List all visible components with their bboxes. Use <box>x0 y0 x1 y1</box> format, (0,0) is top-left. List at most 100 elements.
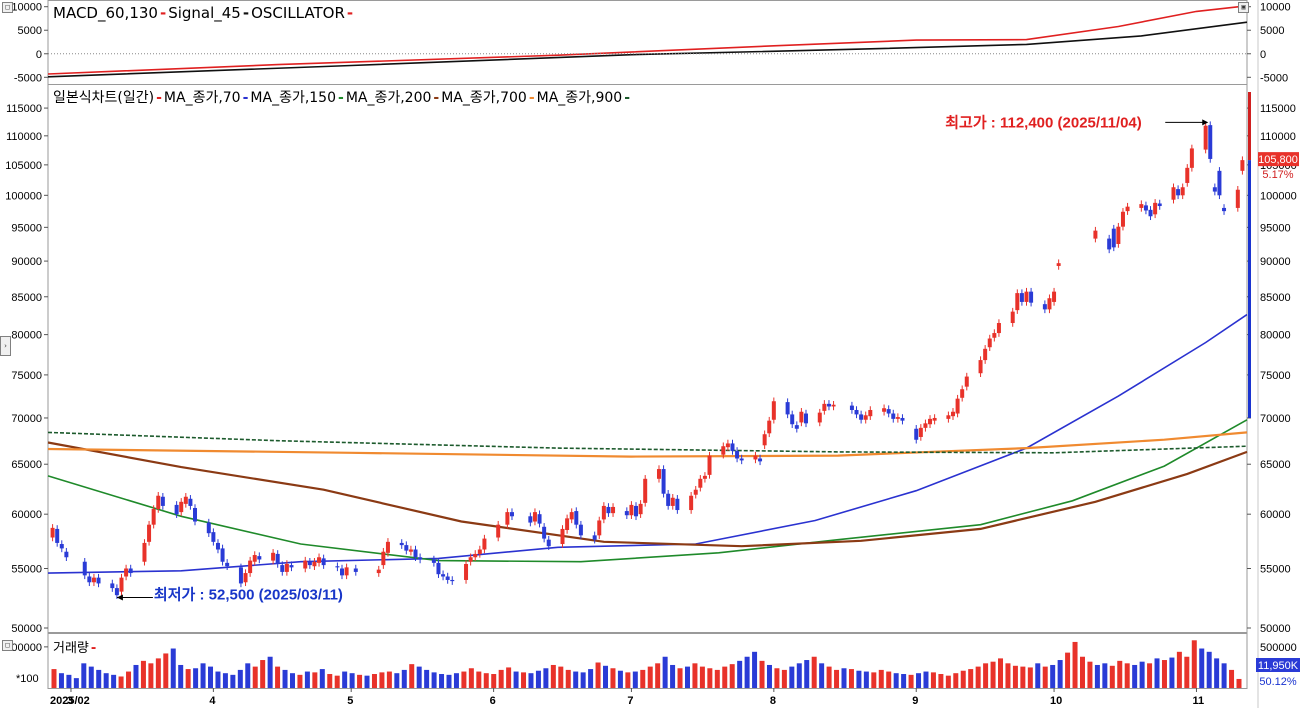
candle <box>996 319 1001 337</box>
volume-bar <box>81 663 87 688</box>
volume-bar <box>819 663 825 688</box>
candle <box>978 356 983 377</box>
range-bar-down <box>1248 160 1251 418</box>
collapse-icon[interactable]: □ <box>2 2 13 13</box>
volume-bar <box>1229 669 1235 688</box>
candle-body <box>1189 148 1194 168</box>
macd_panel-legend-item-1: - <box>159 4 167 22</box>
volume-bar <box>558 666 564 688</box>
price-right-tick-label: 75000 <box>1260 370 1291 382</box>
candle-body <box>817 412 822 423</box>
candle-body <box>546 539 551 547</box>
volume-bar <box>222 673 228 688</box>
candle-body <box>753 455 758 460</box>
candle-body <box>532 512 537 522</box>
candle <box>238 563 243 588</box>
ma700-line <box>47 431 1248 458</box>
candle-body <box>156 495 161 510</box>
candle-body <box>252 555 257 562</box>
volume-bar <box>841 668 847 688</box>
candle-body <box>96 577 101 584</box>
volume-bar <box>1139 661 1145 688</box>
candle <box>1157 199 1162 210</box>
scroll-left-icon[interactable]: › <box>0 336 11 356</box>
volume-bar <box>1169 657 1175 688</box>
candle-body <box>799 411 804 423</box>
volume-bar <box>386 671 392 688</box>
candle-body <box>1222 207 1227 212</box>
volume-bar <box>215 671 221 688</box>
candle <box>280 561 285 576</box>
candle-body <box>1180 187 1185 196</box>
candle <box>803 409 808 428</box>
macd_panel-legend-item-0: MACD_60,130 <box>53 4 158 22</box>
candle <box>1217 167 1222 200</box>
candle <box>220 544 225 566</box>
volume-bar <box>834 669 840 688</box>
candle <box>193 504 198 526</box>
volume-bar <box>789 666 795 688</box>
date-tick-label: 9 <box>912 695 918 707</box>
candle <box>670 494 675 510</box>
volume-scale-note: *100 <box>16 673 39 685</box>
volume-bar <box>476 671 482 688</box>
candle <box>183 493 188 508</box>
candle-body <box>1212 187 1217 192</box>
candle <box>817 408 822 427</box>
candle <box>1120 208 1125 231</box>
candle-body <box>110 583 115 589</box>
candle <box>822 400 827 415</box>
candle <box>693 485 698 499</box>
volume-bar <box>483 673 489 688</box>
candle <box>1208 121 1213 163</box>
volume-bar <box>1027 667 1033 688</box>
candle-body <box>803 413 808 424</box>
candle-body <box>441 574 446 577</box>
volume-bar <box>804 660 810 688</box>
candle-body <box>1107 238 1112 250</box>
candle <box>634 502 639 521</box>
volume-bar <box>155 658 161 688</box>
volume-bar <box>1206 651 1212 688</box>
price-tick-label: 90000 <box>11 256 42 268</box>
candle <box>468 553 473 566</box>
candle <box>1116 222 1121 248</box>
volume-bar <box>66 674 72 688</box>
candle-body <box>565 518 570 530</box>
candle <box>445 572 450 584</box>
candle <box>675 495 680 514</box>
candle-body <box>464 563 469 580</box>
candle <box>932 414 937 425</box>
volume-bar <box>289 673 295 688</box>
volume-bar <box>252 666 258 688</box>
volume-right-tick-label: 500000 <box>1260 642 1297 654</box>
candle-body <box>854 409 859 415</box>
volume-bar <box>1214 658 1220 688</box>
candle <box>289 561 294 572</box>
candle <box>1153 199 1158 219</box>
volume-bar <box>491 674 497 688</box>
price-tick-label: 70000 <box>11 413 42 425</box>
price-right-tick-label: 95000 <box>1260 222 1291 234</box>
ma150-line <box>47 419 1248 563</box>
candle-body <box>739 458 744 461</box>
candle <box>826 400 831 411</box>
macd-right-tick-label: 0 <box>1260 49 1266 61</box>
candle <box>284 560 289 576</box>
volume-bar <box>342 671 348 688</box>
volume-bar <box>856 670 862 688</box>
volume-bar <box>1035 663 1041 688</box>
candle-body <box>114 588 119 596</box>
expand-icon[interactable]: ▣ <box>1238 2 1249 13</box>
current-change-text: 5.17% <box>1262 169 1293 181</box>
volume-scale-icon[interactable]: □ <box>2 640 13 651</box>
candle <box>142 539 147 566</box>
candle-body <box>376 569 381 574</box>
macd_panel-legend-item-2: Signal_45 <box>168 4 241 22</box>
volume-bar <box>1147 663 1153 688</box>
price-right-tick-label: 70000 <box>1260 413 1291 425</box>
volume-bar <box>1117 660 1123 688</box>
volume-bar <box>662 656 668 688</box>
volume-bar <box>267 656 273 688</box>
